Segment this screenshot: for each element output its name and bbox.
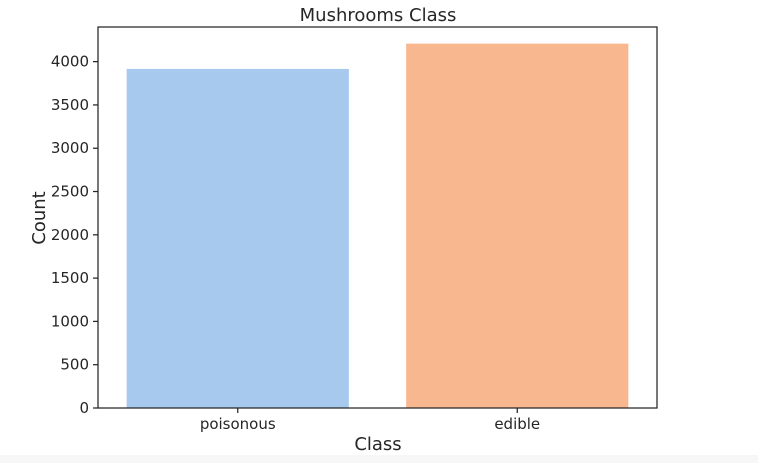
y-axis-label: Count	[29, 191, 50, 244]
x-tick-label: edible	[494, 415, 540, 433]
x-axis-label: Class	[354, 434, 401, 455]
x-axis: poisonous edible	[200, 408, 540, 433]
y-tick-label: 0	[79, 399, 89, 417]
bottom-strip	[0, 455, 758, 463]
y-tick-label: 2500	[51, 183, 89, 201]
y-tick-label: 2000	[51, 226, 89, 244]
y-tick-label: 3500	[51, 96, 89, 114]
bars-layer	[126, 43, 629, 408]
y-axis: 0 500 1000 1500 2000 2500 3000 3500 4000	[51, 53, 98, 417]
y-tick-label: 4000	[51, 53, 89, 71]
x-tick-label: poisonous	[200, 415, 276, 433]
plot-frame	[97, 26, 658, 409]
bar-poisonous	[126, 68, 349, 408]
y-tick-label: 3000	[51, 139, 89, 157]
y-tick-label: 1500	[51, 269, 89, 287]
y-tick-label: 1000	[51, 312, 89, 330]
y-tick-label: 500	[60, 356, 89, 374]
chart-title: Mushrooms Class	[300, 5, 457, 26]
bar-edible	[406, 43, 629, 408]
